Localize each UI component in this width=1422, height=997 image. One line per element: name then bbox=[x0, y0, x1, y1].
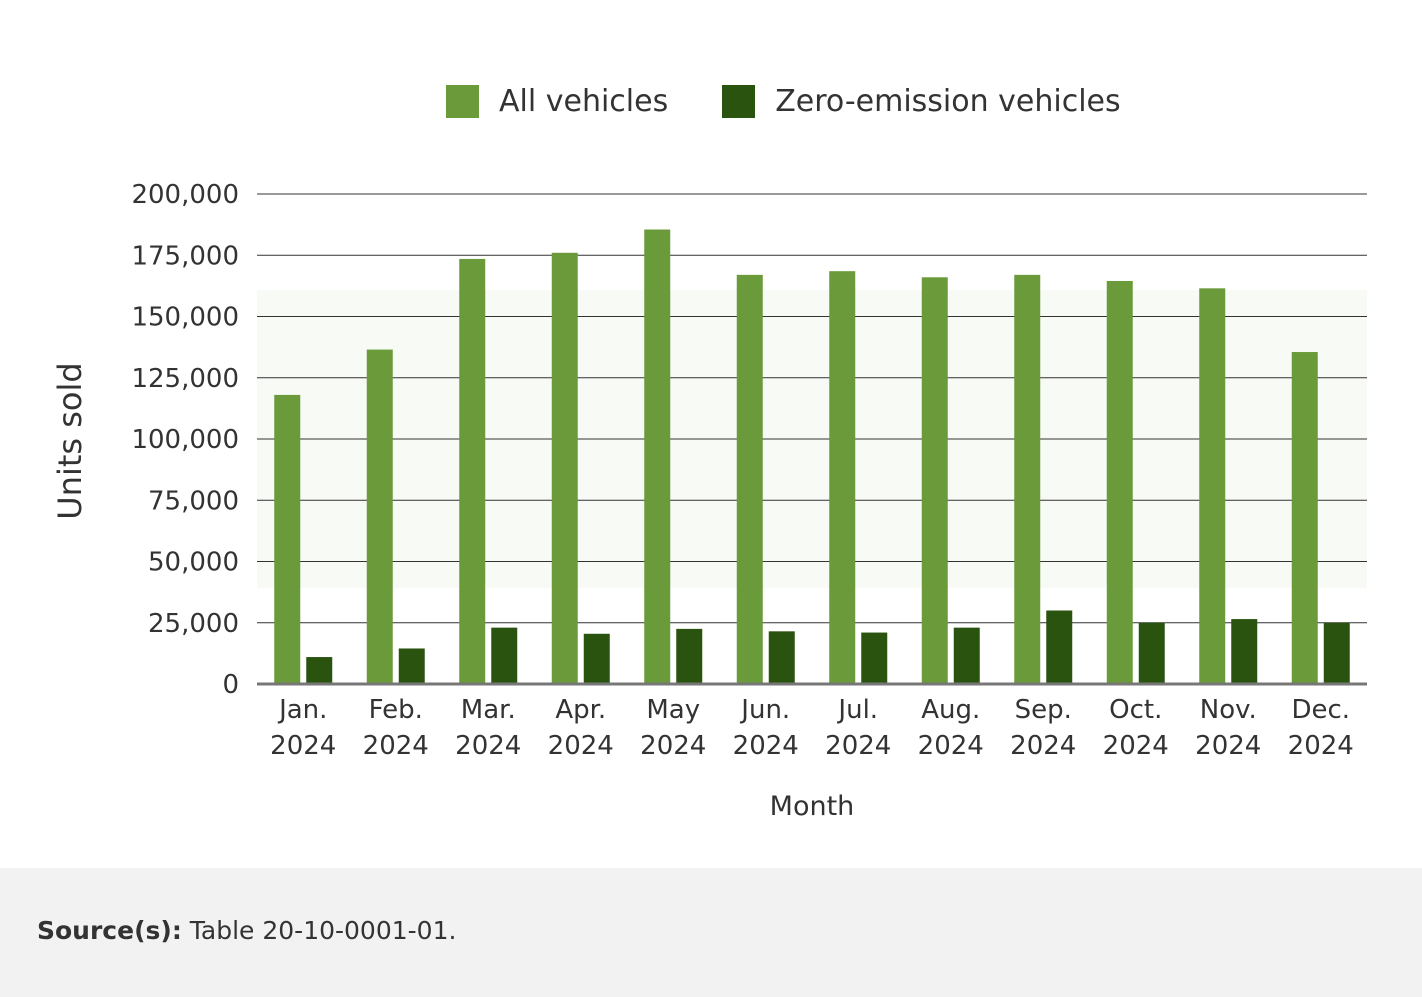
x-tick-label: Nov. 2024 bbox=[1195, 695, 1261, 761]
x-tick-month: Jul. bbox=[836, 695, 878, 725]
bar-all-vehicles bbox=[1106, 280, 1133, 684]
bar-chart: 0 25,000 50,000 75,000 100,000 125,000 150,000… bbox=[51, 180, 1367, 822]
source-text: Table 20-10-0001-01. bbox=[189, 916, 457, 945]
bar-zero-emission bbox=[306, 657, 333, 684]
bar-zero-emission bbox=[583, 633, 610, 684]
legend-label-all-vehicles: All vehicles bbox=[499, 84, 669, 119]
x-tick-year: 2024 bbox=[1010, 731, 1076, 761]
x-tick-label: Oct. 2024 bbox=[1103, 695, 1169, 761]
x-tick-year: 2024 bbox=[270, 731, 336, 761]
bar-zero-emission bbox=[1046, 610, 1073, 684]
bar-zero-emission bbox=[398, 648, 425, 684]
x-tick-year: 2024 bbox=[1288, 731, 1354, 761]
x-tick-month: Apr. bbox=[555, 695, 606, 725]
y-tick-label: 0 bbox=[222, 670, 239, 700]
bar-all-vehicles bbox=[1014, 274, 1041, 684]
bar-zero-emission bbox=[768, 631, 795, 684]
gridlines bbox=[257, 193, 1367, 624]
x-tick-label: Jan. 2024 bbox=[270, 695, 336, 761]
x-tick-month: Feb. bbox=[369, 695, 423, 725]
x-axis-title: Month bbox=[770, 791, 855, 822]
x-tick-year: 2024 bbox=[548, 731, 614, 761]
x-tick-month: May bbox=[646, 695, 700, 725]
y-tick-label: 25,000 bbox=[148, 609, 239, 639]
y-axis-title: Units sold bbox=[51, 362, 89, 519]
bar-zero-emission bbox=[953, 627, 980, 684]
y-tick-label: 100,000 bbox=[131, 425, 239, 455]
legend-item-zero-emission: Zero-emission vehicles bbox=[722, 84, 1121, 119]
y-tick-label: 150,000 bbox=[131, 303, 239, 333]
x-tick-label: Jun. 2024 bbox=[733, 695, 799, 761]
bar-all-vehicles bbox=[366, 349, 393, 684]
x-tick-year: 2024 bbox=[455, 731, 521, 761]
x-tick-year: 2024 bbox=[1195, 731, 1261, 761]
x-tick-label: Sep. 2024 bbox=[1010, 695, 1076, 761]
bar-all-vehicles bbox=[1199, 288, 1226, 684]
x-tick-label: May 2024 bbox=[640, 695, 706, 761]
source-note: Source(s): Table 20-10-0001-01. bbox=[37, 916, 456, 945]
bars bbox=[274, 229, 1350, 685]
bar-all-vehicles bbox=[644, 229, 671, 684]
bar-all-vehicles bbox=[274, 394, 301, 684]
x-tick-label: Aug. 2024 bbox=[918, 695, 984, 761]
legend-swatch-all-vehicles bbox=[446, 85, 479, 118]
bar-zero-emission bbox=[861, 632, 888, 684]
x-tick-label: Mar. 2024 bbox=[455, 695, 521, 761]
x-tick-year: 2024 bbox=[363, 731, 429, 761]
x-tick-label: Dec. 2024 bbox=[1288, 695, 1354, 761]
x-tick-year: 2024 bbox=[640, 731, 706, 761]
legend: All vehicles Zero-emission vehicles bbox=[446, 84, 1175, 119]
x-tick-year: 2024 bbox=[1103, 731, 1169, 761]
x-tick-month: Oct. bbox=[1109, 695, 1162, 725]
x-tick-month: Aug. bbox=[921, 695, 980, 725]
x-tick-year: 2024 bbox=[733, 731, 799, 761]
bar-zero-emission bbox=[1231, 619, 1258, 684]
x-tick-month: Nov. bbox=[1200, 695, 1257, 725]
x-tick-label: Jul. 2024 bbox=[825, 695, 891, 761]
legend-item-all-vehicles: All vehicles bbox=[446, 84, 668, 119]
x-tick-year: 2024 bbox=[825, 731, 891, 761]
legend-swatch-zero-emission bbox=[722, 85, 756, 118]
y-tick-label: 175,000 bbox=[131, 241, 239, 271]
x-tick-month: Dec. bbox=[1291, 695, 1350, 725]
x-tick-month: Jun. bbox=[739, 695, 790, 725]
x-tick-month: Sep. bbox=[1015, 695, 1072, 725]
bar-all-vehicles bbox=[736, 274, 763, 684]
y-tick-label: 50,000 bbox=[148, 548, 239, 578]
y-tick-label: 75,000 bbox=[148, 486, 239, 516]
y-axis-ticks: 0 25,000 50,000 75,000 100,000 125,000 150,000… bbox=[131, 180, 239, 700]
legend-label-zero-emission: Zero-emission vehicles bbox=[775, 84, 1121, 119]
x-tick-label: Apr. 2024 bbox=[548, 695, 614, 761]
chart-area: All vehicles Zero-emission vehicles 0 25,… bbox=[51, 84, 1367, 822]
bar-zero-emission bbox=[1138, 622, 1165, 684]
bar-zero-emission bbox=[1323, 622, 1350, 684]
source-label: Source(s): bbox=[37, 916, 182, 945]
x-tick-label: Feb. 2024 bbox=[363, 695, 429, 761]
y-tick-label: 200,000 bbox=[131, 180, 239, 210]
bar-zero-emission bbox=[491, 627, 518, 684]
bar-all-vehicles bbox=[551, 252, 578, 685]
bar-all-vehicles bbox=[1291, 352, 1318, 684]
bar-zero-emission bbox=[676, 628, 703, 684]
x-tick-month: Jan. bbox=[277, 695, 327, 725]
x-tick-year: 2024 bbox=[918, 731, 984, 761]
bar-all-vehicles bbox=[459, 258, 486, 684]
bar-all-vehicles bbox=[921, 277, 948, 684]
x-tick-month: Mar. bbox=[461, 695, 516, 725]
footer: Source(s): Table 20-10-0001-01. bbox=[0, 868, 1422, 997]
bar-all-vehicles bbox=[829, 271, 856, 684]
y-tick-label: 125,000 bbox=[131, 364, 239, 394]
